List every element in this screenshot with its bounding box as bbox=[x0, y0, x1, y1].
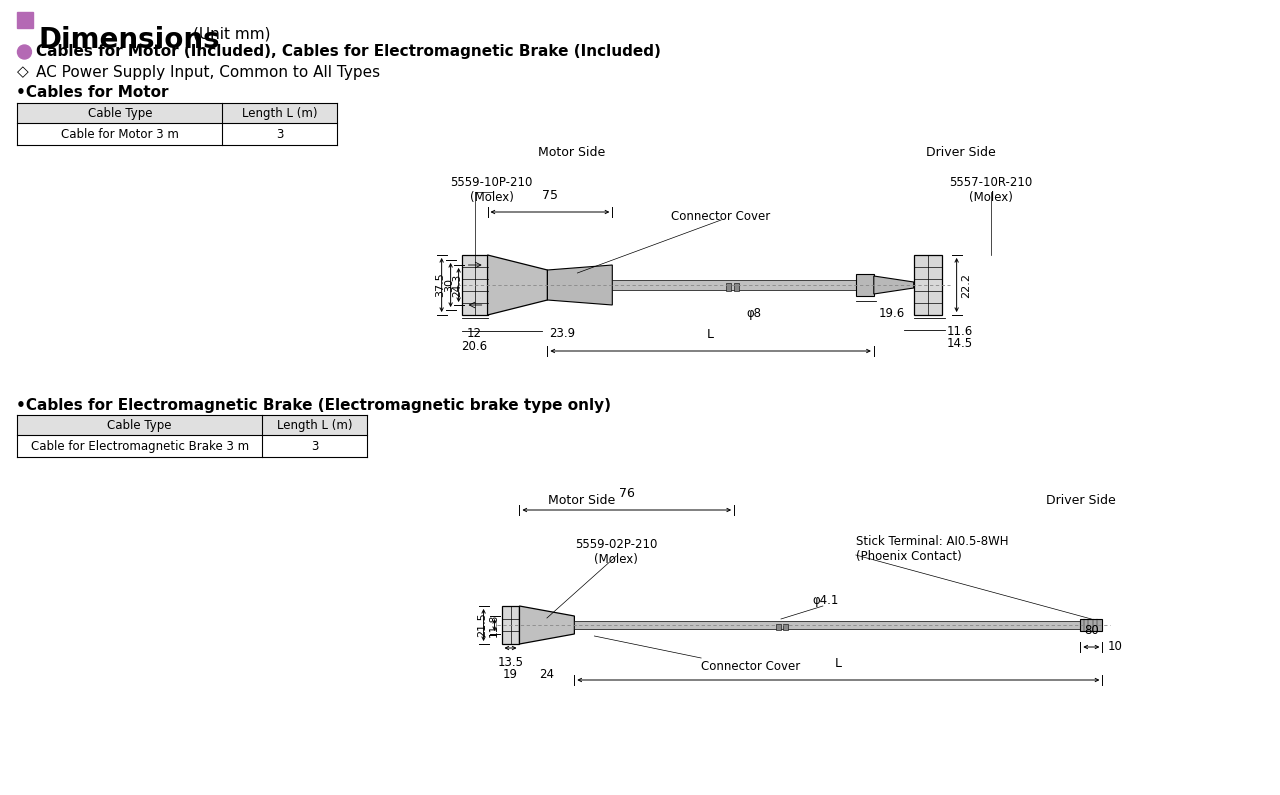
Bar bbox=[612, 280, 856, 290]
Bar bbox=[502, 606, 520, 644]
Text: 23.9: 23.9 bbox=[549, 327, 576, 340]
Text: 3: 3 bbox=[275, 127, 283, 141]
Bar bbox=[575, 621, 1080, 629]
Text: 10: 10 bbox=[1107, 641, 1123, 653]
Text: 12: 12 bbox=[467, 327, 483, 340]
Bar bbox=[18, 103, 337, 123]
Polygon shape bbox=[488, 255, 548, 315]
Bar bbox=[914, 255, 942, 315]
Text: Cable for Electromagnetic Brake 3 m: Cable for Electromagnetic Brake 3 m bbox=[31, 440, 248, 452]
Text: AC Power Supply Input, Common to All Types: AC Power Supply Input, Common to All Typ… bbox=[36, 64, 380, 80]
Text: φ4.1: φ4.1 bbox=[813, 594, 840, 607]
Text: •Cables for Electromagnetic Brake (Electromagnetic brake type only): •Cables for Electromagnetic Brake (Elect… bbox=[17, 398, 612, 413]
Text: 11.6: 11.6 bbox=[947, 325, 973, 338]
Text: L: L bbox=[835, 657, 842, 670]
Text: Motor Side: Motor Side bbox=[548, 494, 614, 506]
Text: 22.2: 22.2 bbox=[960, 273, 970, 297]
Text: Cables for Motor (Included), Cables for Electromagnetic Brake (Included): Cables for Motor (Included), Cables for … bbox=[36, 44, 662, 59]
Text: 80: 80 bbox=[1084, 624, 1098, 637]
Text: 19.6: 19.6 bbox=[879, 307, 905, 320]
Text: Stick Terminal: AI0.5-8WH
(Phoenix Contact): Stick Terminal: AI0.5-8WH (Phoenix Conta… bbox=[856, 535, 1009, 563]
Text: 37.5: 37.5 bbox=[435, 273, 445, 297]
Text: Driver Side: Driver Side bbox=[1046, 494, 1115, 506]
Text: 20.6: 20.6 bbox=[462, 340, 488, 353]
Text: 11.8: 11.8 bbox=[489, 614, 498, 637]
Text: Cable Type: Cable Type bbox=[87, 107, 152, 119]
Text: 76: 76 bbox=[618, 487, 635, 500]
Text: Cable Type: Cable Type bbox=[108, 418, 172, 432]
Text: 21.5: 21.5 bbox=[477, 613, 488, 638]
Text: Length L (m): Length L (m) bbox=[276, 418, 352, 432]
Bar bbox=[18, 12, 33, 28]
Bar bbox=[776, 624, 781, 630]
Text: 24.3: 24.3 bbox=[453, 273, 462, 297]
Text: 14.5: 14.5 bbox=[947, 337, 973, 350]
Bar bbox=[733, 283, 739, 291]
Text: (Unit mm): (Unit mm) bbox=[193, 26, 270, 41]
Bar bbox=[1080, 619, 1102, 631]
Text: φ8: φ8 bbox=[746, 307, 762, 320]
Circle shape bbox=[18, 45, 32, 59]
Polygon shape bbox=[874, 276, 914, 294]
Text: 19: 19 bbox=[503, 668, 518, 681]
Text: 3: 3 bbox=[311, 440, 317, 452]
Bar bbox=[462, 255, 488, 315]
Text: 75: 75 bbox=[541, 189, 558, 202]
Text: Motor Side: Motor Side bbox=[538, 145, 605, 158]
Text: Connector Cover: Connector Cover bbox=[672, 210, 771, 223]
Text: Dimensions: Dimensions bbox=[38, 26, 220, 54]
Text: 30: 30 bbox=[444, 278, 454, 292]
Text: 5557-10R-210
(Molex): 5557-10R-210 (Molex) bbox=[948, 176, 1032, 204]
Bar bbox=[783, 624, 788, 630]
Text: Connector Cover: Connector Cover bbox=[701, 660, 800, 673]
Text: 5559-10P-210
(Molex): 5559-10P-210 (Molex) bbox=[451, 176, 532, 204]
Text: ◇: ◇ bbox=[17, 64, 28, 80]
Text: Driver Side: Driver Side bbox=[925, 145, 996, 158]
Text: 5559-02P-210
(Molex): 5559-02P-210 (Molex) bbox=[575, 538, 658, 566]
Bar bbox=[726, 283, 731, 291]
Text: Length L (m): Length L (m) bbox=[242, 107, 317, 119]
Text: Cable for Motor 3 m: Cable for Motor 3 m bbox=[61, 127, 179, 141]
Text: 24: 24 bbox=[539, 668, 554, 681]
Text: L: L bbox=[707, 328, 714, 341]
Polygon shape bbox=[548, 265, 612, 305]
Bar bbox=[18, 415, 367, 435]
Text: •Cables for Motor: •Cables for Motor bbox=[17, 84, 169, 99]
Bar bbox=[856, 274, 874, 296]
Text: 13.5: 13.5 bbox=[498, 656, 524, 669]
Polygon shape bbox=[520, 606, 575, 644]
